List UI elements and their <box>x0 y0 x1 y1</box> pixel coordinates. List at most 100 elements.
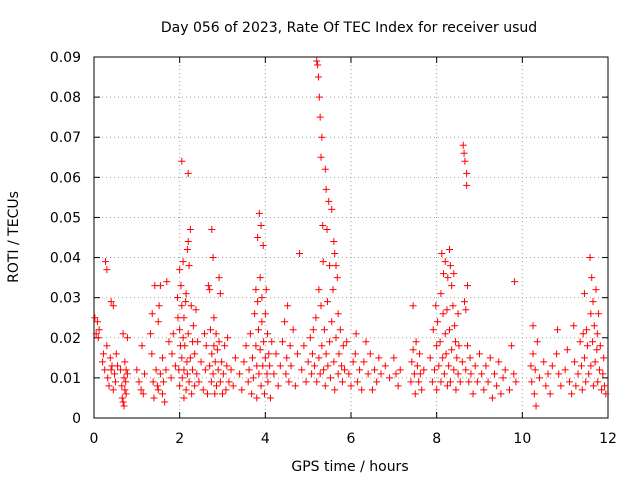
data-point <box>582 378 590 386</box>
data-point <box>248 354 256 362</box>
data-point <box>167 374 175 382</box>
data-point <box>546 390 554 398</box>
data-point <box>156 282 164 290</box>
data-point <box>302 378 310 386</box>
data-point <box>413 362 421 370</box>
data-point <box>123 334 131 342</box>
data-point <box>467 370 475 378</box>
data-point <box>590 322 598 330</box>
data-point <box>102 258 110 266</box>
data-point <box>309 326 317 334</box>
data-point <box>178 354 186 362</box>
data-point <box>281 318 289 326</box>
data-point <box>109 386 117 394</box>
data-point <box>482 362 490 370</box>
data-point <box>505 386 513 394</box>
data-point <box>336 326 344 334</box>
data-point <box>446 246 454 254</box>
data-point <box>443 306 451 314</box>
data-point <box>258 318 266 326</box>
data-point <box>189 322 197 330</box>
x-tick-label: 0 <box>90 431 99 447</box>
data-point <box>99 350 107 358</box>
data-point <box>452 338 460 346</box>
data-point <box>286 342 294 350</box>
data-point <box>428 378 436 386</box>
data-point <box>594 378 602 386</box>
data-point <box>314 61 322 69</box>
data-point <box>332 262 340 270</box>
data-point <box>99 358 107 366</box>
data-point <box>268 338 276 346</box>
data-point <box>255 370 263 378</box>
data-point <box>246 330 254 338</box>
data-point <box>451 322 459 330</box>
data-point <box>227 366 235 374</box>
data-point <box>249 374 257 382</box>
data-point <box>321 382 329 390</box>
data-point <box>332 334 340 342</box>
data-point <box>409 302 417 310</box>
data-point <box>431 366 439 374</box>
data-point <box>347 382 355 390</box>
data-point <box>242 342 250 350</box>
data-point <box>312 314 320 322</box>
data-point <box>244 378 252 386</box>
data-point <box>152 366 160 374</box>
data-point <box>435 362 443 370</box>
data-point <box>572 382 580 390</box>
data-point <box>463 169 471 177</box>
data-point <box>266 362 274 370</box>
data-point <box>574 370 582 378</box>
data-point <box>343 338 351 346</box>
data-point <box>206 286 214 294</box>
data-point <box>296 250 304 258</box>
data-point <box>338 362 346 370</box>
data-point <box>261 354 269 362</box>
data-point <box>455 342 463 350</box>
data-point <box>154 386 162 394</box>
data-point <box>174 294 182 302</box>
data-point <box>351 350 359 358</box>
data-point <box>469 390 477 398</box>
data-point <box>338 378 346 386</box>
data-point <box>107 366 115 374</box>
data-point <box>323 225 331 233</box>
data-point <box>578 386 586 394</box>
data-point <box>446 378 454 386</box>
data-point <box>329 286 337 294</box>
data-point <box>177 282 185 290</box>
data-point <box>420 366 428 374</box>
data-point <box>284 302 292 310</box>
data-point <box>462 366 470 374</box>
data-point <box>580 354 588 362</box>
data-point <box>407 378 415 386</box>
data-point <box>602 390 610 398</box>
data-point <box>571 358 579 366</box>
data-point <box>446 326 454 334</box>
data-point <box>257 221 265 229</box>
data-point <box>360 358 368 366</box>
data-point <box>490 370 498 378</box>
data-point <box>163 278 171 286</box>
data-point <box>181 342 189 350</box>
y-axis-title: ROTI / TECUs <box>6 191 22 283</box>
data-point <box>580 290 588 298</box>
data-point <box>328 318 336 326</box>
data-point <box>317 302 325 310</box>
data-point <box>178 302 186 310</box>
data-point <box>313 378 321 386</box>
data-point <box>328 205 336 213</box>
data-point <box>441 258 449 266</box>
data-point <box>254 326 262 334</box>
data-point <box>293 350 301 358</box>
data-point <box>450 366 458 374</box>
data-point <box>540 358 548 366</box>
data-point <box>317 153 325 161</box>
x-tick-label: 6 <box>347 431 356 447</box>
data-point <box>178 157 186 165</box>
data-point <box>240 358 248 366</box>
data-point <box>324 362 332 370</box>
data-point <box>593 330 601 338</box>
